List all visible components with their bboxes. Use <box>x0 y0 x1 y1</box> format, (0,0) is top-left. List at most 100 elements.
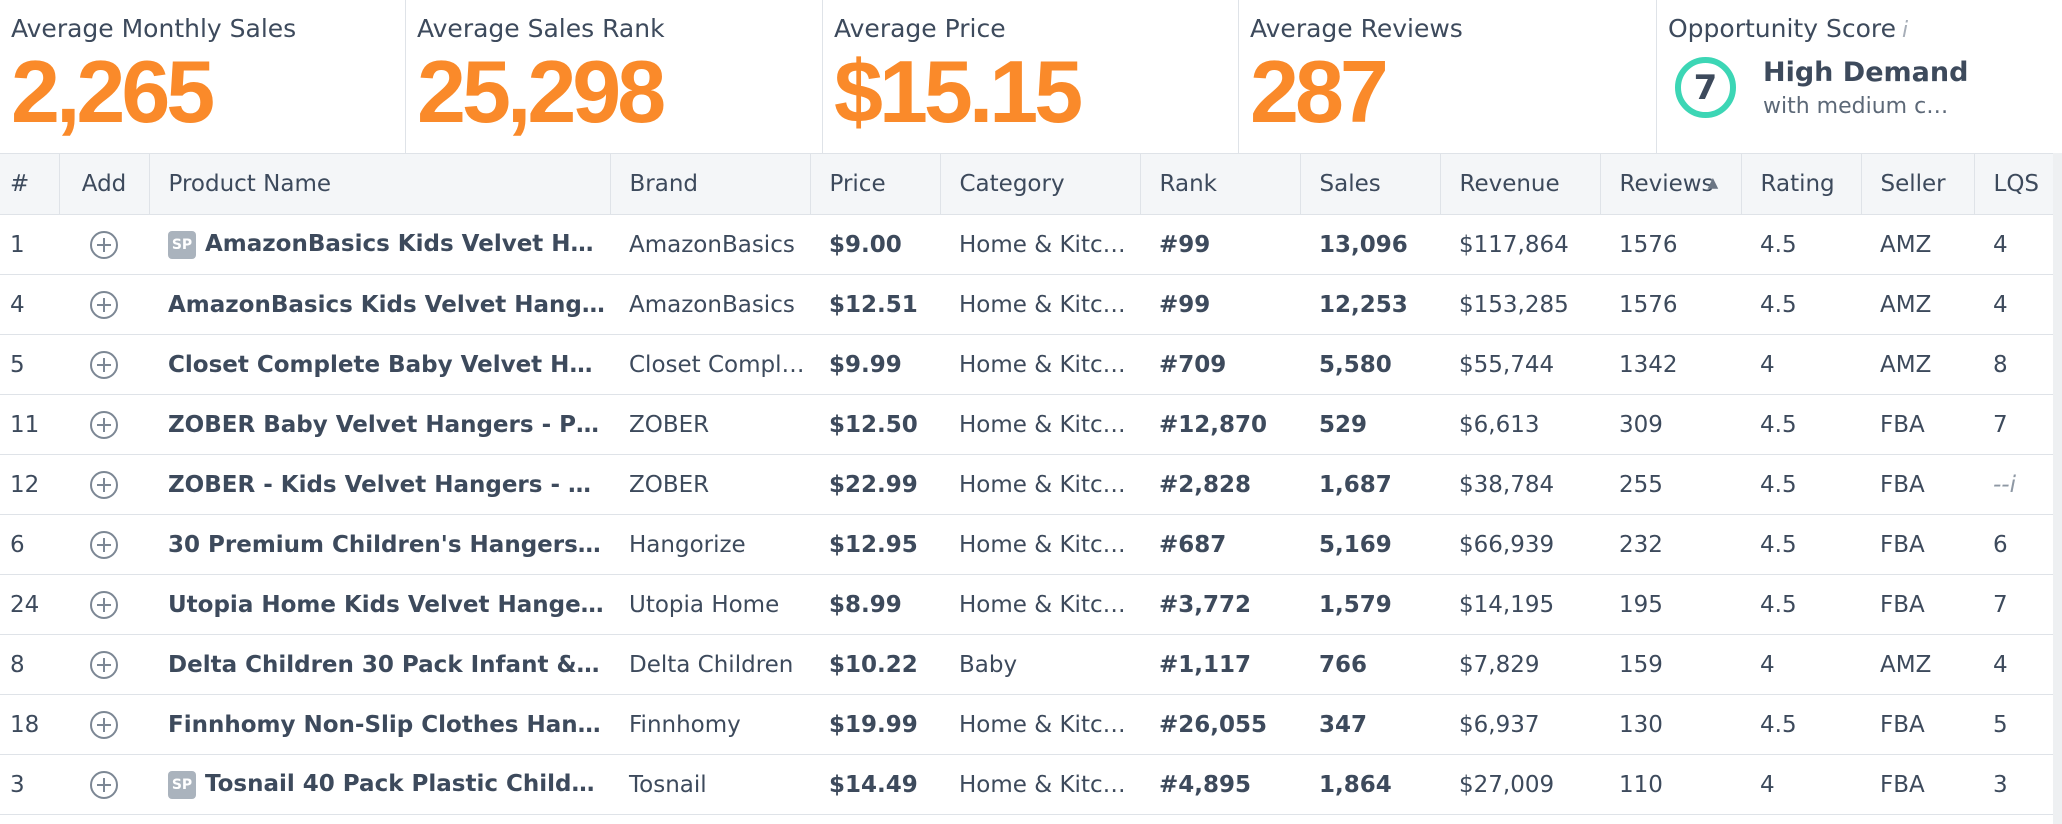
category-cell: Home & Kitchen <box>940 214 1140 275</box>
add-product-icon[interactable] <box>90 350 118 379</box>
column-header-sales[interactable]: Sales <box>1300 153 1441 215</box>
add-cell <box>59 394 149 455</box>
brand-cell: AmazonBasics <box>610 214 810 275</box>
product-name[interactable]: ZOBER Baby Velvet Hangers - Premium <box>168 411 605 438</box>
product-name-cell[interactable]: ZOBER Baby Velvet Hangers - Premium <box>149 394 610 455</box>
add-product-icon[interactable] <box>90 710 118 739</box>
row-number: 24 <box>0 574 59 635</box>
category-cell: Home & Kitchen <box>940 274 1140 335</box>
product-name[interactable]: AmazonBasics Kids Velvet Hangers - 50-Pa… <box>168 291 605 318</box>
product-name-cell[interactable]: SP AmazonBasics Kids Velvet Hangers <box>149 214 610 275</box>
add-product-icon[interactable] <box>90 230 118 259</box>
column-header-price[interactable]: Price <box>810 153 941 215</box>
product-name[interactable]: AmazonBasics Kids Velvet Hangers <box>205 231 605 257</box>
product-name-cell[interactable]: ZOBER - Kids Velvet Hangers - 50 Pack <box>149 454 610 515</box>
column-header-rating[interactable]: Rating <box>1741 153 1862 215</box>
table-row[interactable]: 5 Closet Complete Baby Velvet HangersClos… <box>0 334 2053 395</box>
add-cell <box>59 574 149 635</box>
opportunity-score-title: High Demand <box>1763 57 1969 88</box>
product-name[interactable]: Delta Children 30 Pack Infant & Toddler … <box>168 651 605 678</box>
seller-cell: FBA <box>1861 754 1974 815</box>
table-header-row: # Add Product Name Brand Price Category … <box>0 153 2053 215</box>
product-name[interactable]: ZOBER - Kids Velvet Hangers - 50 Pack <box>168 471 605 498</box>
table-row[interactable]: 4 AmazonBasics Kids Velvet Hangers - 50-P… <box>0 274 2053 335</box>
sales-cell: 347 <box>1300 694 1440 755</box>
product-name[interactable]: Tosnail 40 Pack Plastic Children's Hange… <box>205 771 605 797</box>
rank-cell: #99 <box>1140 214 1300 275</box>
product-name-cell[interactable]: Closet Complete Baby Velvet Hangers <box>149 334 610 395</box>
stat-average-reviews: Average Reviews 287 <box>1239 0 1657 153</box>
add-product-icon[interactable] <box>90 590 118 619</box>
table-row[interactable]: 6 30 Premium Children's Hangers, VelvetHa… <box>0 514 2053 575</box>
brand-cell: AmazonBasics <box>610 274 810 335</box>
brand-cell: ZOBER <box>610 394 810 455</box>
table-row[interactable]: 3 SP Tosnail 40 Pack Plastic Children's Ha… <box>0 754 2053 815</box>
category-cell: Home & Kitchen <box>940 334 1140 395</box>
product-name[interactable]: Finnhomy Non-Slip Clothes Hangers <box>168 711 605 738</box>
add-product-icon[interactable] <box>90 470 118 499</box>
product-name[interactable]: Utopia Home Kids Velvet Hangers - Pack <box>168 591 605 618</box>
product-name[interactable]: 30 Premium Children's Hangers, Velvet <box>168 531 605 558</box>
column-header-category[interactable]: Category <box>940 153 1141 215</box>
stat-label: Average Monthly Sales <box>11 14 297 43</box>
add-product-icon[interactable] <box>90 770 118 799</box>
add-product-icon[interactable] <box>90 530 118 559</box>
seller-cell: FBA <box>1861 574 1974 635</box>
table-row[interactable]: 24 Utopia Home Kids Velvet Hangers - Pack… <box>0 574 2053 635</box>
add-cell <box>59 754 149 815</box>
price-cell: $12.51 <box>810 274 940 335</box>
opportunity-score-badge: 7 <box>1675 57 1736 118</box>
product-name-cell[interactable]: 30 Premium Children's Hangers, Velvet <box>149 514 610 575</box>
rating-cell: 4 <box>1741 754 1861 815</box>
price-cell: $12.50 <box>810 394 940 455</box>
sales-cell: 1,687 <box>1300 454 1440 515</box>
price-cell: $14.49 <box>810 754 940 815</box>
opportunity-score-label: Opportunity Score <box>1668 14 1896 43</box>
column-header-rank[interactable]: Rank <box>1140 153 1301 215</box>
table-row[interactable]: 11 ZOBER Baby Velvet Hangers - PremiumZOB… <box>0 394 2053 455</box>
column-header-lqs[interactable]: LQS <box>1974 153 2053 215</box>
category-cell: Baby <box>940 634 1140 695</box>
add-product-icon[interactable] <box>90 650 118 679</box>
rating-cell: 4.5 <box>1741 574 1861 635</box>
info-icon[interactable]: i <box>1902 18 1909 43</box>
stat-average-monthly-sales: Average Monthly Sales 2,265 <box>0 0 406 153</box>
product-name-cell[interactable]: Finnhomy Non-Slip Clothes Hangers <box>149 694 610 755</box>
rating-cell: 4.5 <box>1741 514 1861 575</box>
column-header-seller[interactable]: Seller <box>1861 153 1975 215</box>
revenue-cell: $153,285 <box>1440 274 1600 335</box>
rating-cell: 4 <box>1741 634 1861 695</box>
sales-cell: 529 <box>1300 394 1440 455</box>
column-header-add[interactable]: Add <box>59 153 150 215</box>
sponsored-badge: SP <box>168 770 196 799</box>
column-header-product-name[interactable]: Product Name <box>149 153 611 215</box>
seller-cell: AMZ <box>1861 634 1974 695</box>
column-header-number[interactable]: # <box>0 153 60 215</box>
add-product-icon[interactable] <box>90 410 118 439</box>
product-name-cell[interactable]: AmazonBasics Kids Velvet Hangers - 50-Pa… <box>149 274 610 335</box>
price-cell: $12.95 <box>810 514 940 575</box>
table-row[interactable]: 18 Finnhomy Non-Slip Clothes Hangers Finnh… <box>0 694 2053 755</box>
product-name[interactable]: Closet Complete Baby Velvet Hangers <box>168 351 605 378</box>
rating-cell: 4.5 <box>1741 394 1861 455</box>
table-row[interactable]: 12 ZOBER - Kids Velvet Hangers - 50 PackZ… <box>0 454 2053 515</box>
seller-cell: FBA <box>1861 454 1974 515</box>
add-product-icon[interactable] <box>90 290 118 319</box>
column-header-revenue[interactable]: Revenue <box>1440 153 1601 215</box>
table-row[interactable]: 8 Delta Children 30 Pack Infant & Toddler… <box>0 634 2053 695</box>
brand-cell: Delta Children <box>610 634 810 695</box>
rating-cell: 4.5 <box>1741 214 1861 275</box>
product-name-cell[interactable]: Utopia Home Kids Velvet Hangers - Pack <box>149 574 610 635</box>
product-name-cell[interactable]: Delta Children 30 Pack Infant & Toddler … <box>149 634 610 695</box>
brand-cell: ZOBER <box>610 454 810 515</box>
add-cell <box>59 514 149 575</box>
add-cell <box>59 334 149 395</box>
rank-cell: #99 <box>1140 274 1300 335</box>
stat-label: Average Price <box>834 14 1006 43</box>
column-header-reviews[interactable]: Reviews▲ <box>1600 153 1742 215</box>
column-header-brand[interactable]: Brand <box>610 153 811 215</box>
revenue-cell: $14,195 <box>1440 574 1600 635</box>
vertical-scrollbar[interactable] <box>2053 153 2062 824</box>
product-name-cell[interactable]: SP Tosnail 40 Pack Plastic Children's Han… <box>149 754 610 815</box>
table-row[interactable]: 1 SP AmazonBasics Kids Velvet HangersAmazo… <box>0 214 2053 275</box>
